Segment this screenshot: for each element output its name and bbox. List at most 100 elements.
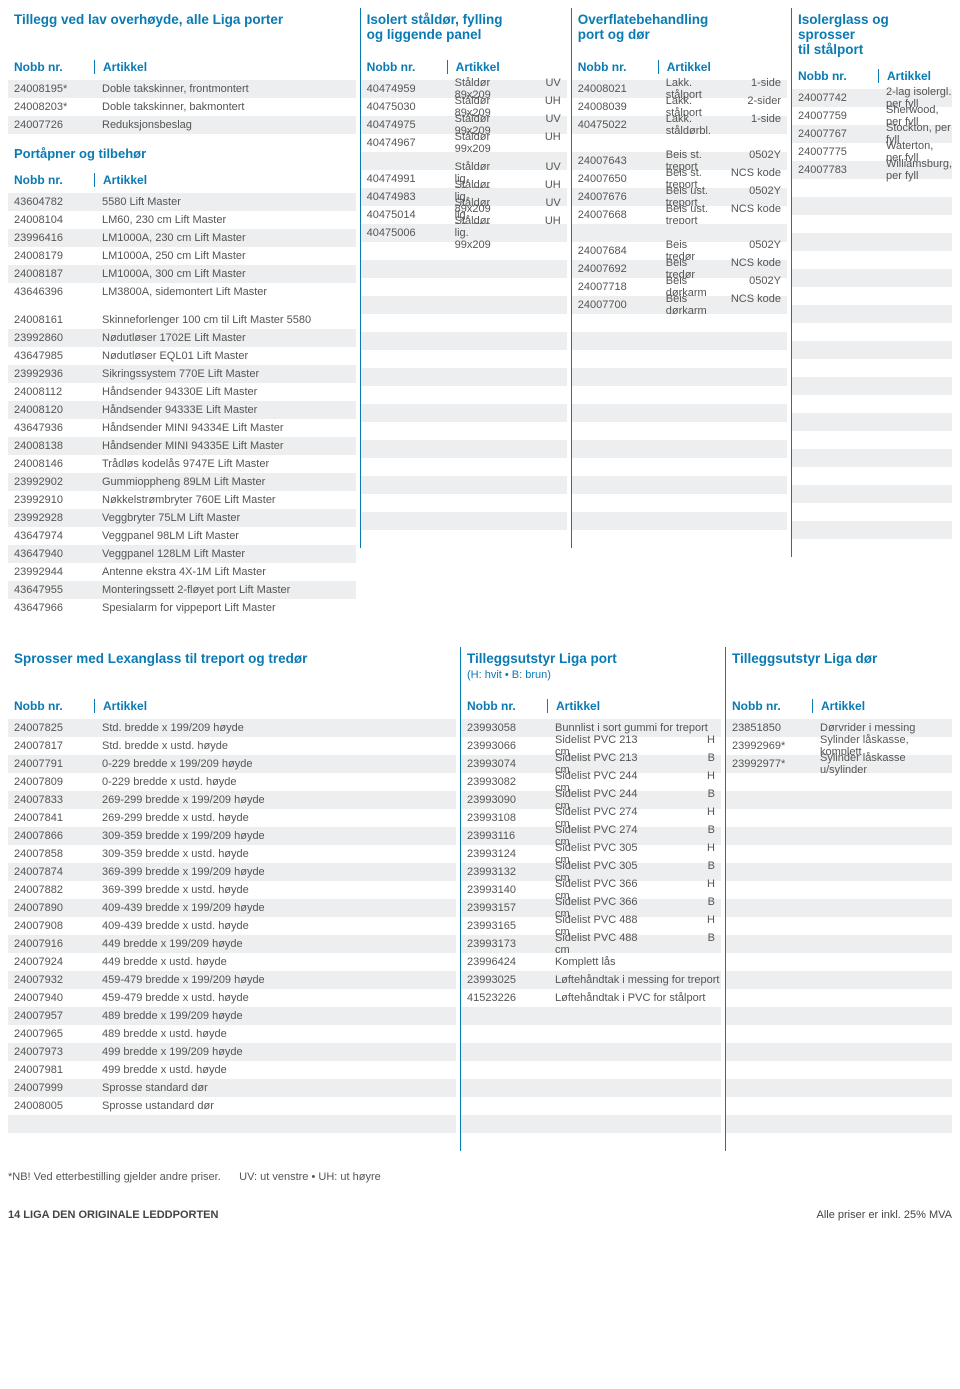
row-nr: 23992902 <box>8 476 94 488</box>
row-art: Sprosse ustandard dør <box>94 1100 456 1112</box>
table-row <box>361 530 567 548</box>
table-row: 24007957489 bredde x 199/209 høyde <box>8 1007 456 1025</box>
col-isolerglass: Isolerglass og sprosser til stålport Nob… <box>791 8 952 557</box>
table-row: 436047825580 Lift Master <box>8 193 356 211</box>
row-nr: 40475022 <box>572 119 658 131</box>
row-nr: 24007809 <box>8 776 94 788</box>
bc1-nr-label: Nobb nr. <box>8 699 94 713</box>
col3-head: Overflatebehandling port og dør <box>572 8 787 50</box>
row-art: Håndsender MINI 94334E Lift Master <box>94 422 356 434</box>
row-art: 489 bredde x ustd. høyde <box>94 1028 456 1040</box>
col1-rows3: 24008161Skinneforlenger 100 cm til Lift … <box>8 311 356 617</box>
row-nr: 24007817 <box>8 740 94 752</box>
row-art: Håndsender 94330E Lift Master <box>94 386 356 398</box>
row-nr: 23996424 <box>461 956 547 968</box>
row-nr: 23992936 <box>8 368 94 380</box>
table-row: 41523226Løftehåndtak i PVC for stålport <box>461 989 721 1007</box>
row-art: Antenne ekstra 4X-1M Lift Master <box>94 566 356 578</box>
table-row <box>726 917 952 935</box>
footnote: *NB! Ved etterbestilling gjelder andre p… <box>8 1151 952 1183</box>
table-row <box>361 368 567 386</box>
row-art: Dørvrider i messing <box>812 722 952 734</box>
col1-art-label2: Artikkel <box>94 173 356 187</box>
row-nr: 23993082 <box>461 776 547 788</box>
bottom-columns: Sprosser med Lexanglass til treport og t… <box>8 647 952 1151</box>
row-nr: 24008120 <box>8 404 94 416</box>
col2-nr-label: Nobb nr. <box>361 60 447 74</box>
row-nr: 24007643 <box>572 155 658 167</box>
table-row <box>361 476 567 494</box>
table-row <box>726 827 952 845</box>
row-nr: 24008161 <box>8 314 94 326</box>
row-nr: 24007973 <box>8 1046 94 1058</box>
bc2-nr-label: Nobb nr. <box>461 699 547 713</box>
row-nr: 24007700 <box>572 299 658 311</box>
row-art: Veggpanel 128LM Lift Master <box>94 548 356 560</box>
row-art: LM1000A, 230 cm Lift Master <box>94 232 356 244</box>
row-nr: 43604782 <box>8 196 94 208</box>
table-row <box>726 773 952 791</box>
table-row <box>572 440 787 458</box>
table-row <box>726 845 952 863</box>
table-row: 24007841269-299 bredde x ustd. høyde <box>8 809 456 827</box>
row-art: Bunnlist i sort gummi for treport <box>547 722 721 734</box>
table-row <box>726 989 952 1007</box>
table-row: 40475006Ståldør lig. 99x209UH <box>361 224 567 242</box>
row-nr: 24007874 <box>8 866 94 878</box>
table-row: 23992977*Sylinder låskasse u/sylinder <box>726 755 952 773</box>
col1-colhead: Nobb nr. Artikkel <box>8 50 356 80</box>
table-row: 24007858309-359 bredde x ustd. høyde <box>8 845 456 863</box>
table-row <box>361 242 567 260</box>
table-row: 40475022Lakk. ståldørbl.1-side <box>572 116 787 134</box>
row-art: 499 bredde x ustd. høyde <box>94 1064 456 1076</box>
col-isolert-staldor: Isolert ståldør, fylling og liggende pan… <box>360 8 567 548</box>
row-nr: 24007718 <box>572 281 658 293</box>
row-nr: 40474975 <box>361 119 447 131</box>
table-row <box>361 422 567 440</box>
bc2-art-label: Artikkel <box>547 699 721 713</box>
table-row: 23993173Sidelist PVC 488 cmB <box>461 935 721 953</box>
row-art: Håndsender MINI 94335E Lift Master <box>94 440 356 452</box>
row-art: Løftehåndtak i messing for treport <box>547 974 721 986</box>
table-row <box>461 1025 721 1043</box>
table-row: 43646396LM3800A, sidemontert Lift Master <box>8 283 356 301</box>
top-columns: Tillegg ved lav overhøyde, alle Liga por… <box>8 8 952 617</box>
row-nr: 41523226 <box>461 992 547 1004</box>
row-nr: 24008138 <box>8 440 94 452</box>
table-row <box>461 1061 721 1079</box>
bc1-colhead: Nobb nr. Artikkel <box>8 689 456 719</box>
table-row <box>726 1043 952 1061</box>
col4-rows: 240077422-lag isolergl. per fyll24007759… <box>792 89 952 557</box>
page: Tillegg ved lav overhøyde, alle Liga por… <box>0 0 960 1233</box>
row-nr: 23993108 <box>461 812 547 824</box>
row-nr: 24007791 <box>8 758 94 770</box>
footer-right: Alle priser er inkl. 25% MVA <box>816 1209 952 1221</box>
table-row: 23992936Sikringssystem 770E Lift Master <box>8 365 356 383</box>
row-nr: 43647985 <box>8 350 94 362</box>
row-nr: 24007668 <box>572 209 658 221</box>
row-art: Skinneforlenger 100 cm til Lift Master 5… <box>94 314 356 326</box>
row-nr: 24007957 <box>8 1010 94 1022</box>
row-art: LM3800A, sidemontert Lift Master <box>94 286 356 298</box>
row-art: Sprosse standard dør <box>94 1082 456 1094</box>
col3-nr-label: Nobb nr. <box>572 60 658 74</box>
row-art: LM60, 230 cm Lift Master <box>94 214 356 226</box>
bc3-colhead: Nobb nr. Artikkel <box>726 689 952 719</box>
row-art: Reduksjonsbeslag <box>94 119 356 131</box>
col-tillegg-dor: Tilleggsutstyr Liga dør Nobb nr. Artikke… <box>725 647 952 1151</box>
table-row <box>361 458 567 476</box>
bc1-head: Sprosser med Lexanglass til treport og t… <box>8 647 456 689</box>
row-nr: 23992944 <box>8 566 94 578</box>
row-nr: 23993165 <box>461 920 547 932</box>
row-art: Løftehåndtak i PVC for stålport <box>547 992 721 1004</box>
table-row <box>792 539 952 557</box>
row-nr: 24007726 <box>8 119 94 131</box>
table-row <box>361 332 567 350</box>
row-art: 369-399 bredde x ustd. høyde <box>94 884 456 896</box>
table-row: 24007825Std. bredde x 199/209 høyde <box>8 719 456 737</box>
row-nr: 24007858 <box>8 848 94 860</box>
col-tillegg-lav: Tillegg ved lav overhøyde, alle Liga por… <box>8 8 356 617</box>
table-row <box>461 1007 721 1025</box>
row-nr: 24007890 <box>8 902 94 914</box>
table-row <box>726 899 952 917</box>
